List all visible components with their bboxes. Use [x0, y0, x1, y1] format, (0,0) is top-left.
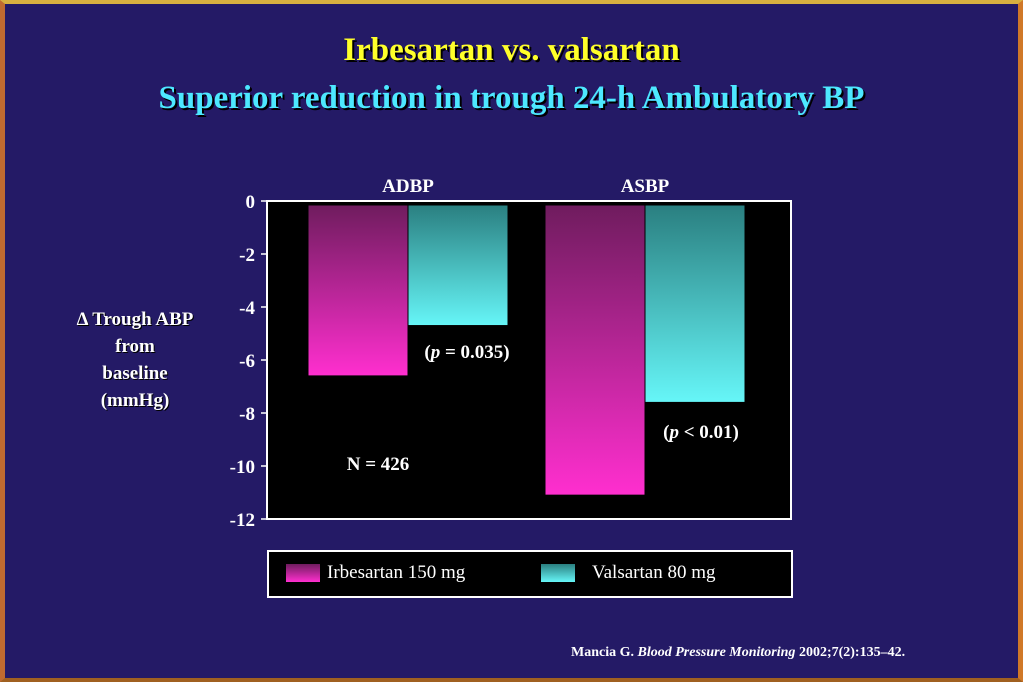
legend-label-valsartan: Valsartan 80 mg: [592, 562, 716, 583]
y-tick-label: -6: [239, 351, 255, 372]
category-label: ASBP: [621, 176, 670, 197]
citation-journal: Blood Pressure Monitoring: [637, 645, 796, 660]
p-value-adbp: (p = 0.035): [424, 342, 509, 363]
bar-valsartan-adbp: [407, 204, 509, 327]
y-axis-label-line: baseline: [102, 363, 168, 384]
legend-swatch-irbesartan: [286, 564, 320, 582]
chart-legend: Irbesartan 150 mg Valsartan 80 mg: [267, 550, 793, 598]
y-axis-label-line: Δ Trough ABP: [76, 309, 194, 330]
bar-irbesartan-asbp: [544, 204, 646, 496]
citation: Mancia G. Blood Pressure Monitoring 2002…: [571, 645, 905, 661]
y-tick-label: 0: [246, 192, 256, 213]
y-axis-label-line: (mmHg): [100, 390, 170, 411]
citation-ref: 2002;7(2):135–42.: [798, 645, 906, 660]
y-tick-label: -10: [230, 457, 255, 478]
bar-valsartan-asbp: [644, 204, 746, 403]
y-axis-label-line: from: [115, 336, 155, 357]
category-label: ADBP: [382, 176, 434, 197]
sample-size-label: N = 426: [347, 454, 410, 475]
y-tick-label: -4: [239, 298, 255, 319]
y-axis-label: Δ Trough ABP from baseline (mmHg): [45, 306, 225, 414]
legend-label-irbesartan: Irbesartan 150 mg: [327, 562, 466, 583]
citation-author: Mancia G.: [571, 645, 634, 660]
bar-chart: 0 -2 -4 -6 -8 -10 -12 ADBP ASBP (p = 0.035) (p < 0…: [230, 176, 792, 531]
legend-swatch-valsartan: [541, 564, 575, 582]
y-tick-label: -12: [230, 510, 255, 531]
bar-irbesartan-adbp: [307, 204, 409, 377]
slide-title: Irbesartan vs. valsartan: [343, 32, 680, 68]
y-tick-label: -8: [239, 404, 255, 425]
slide-subtitle: Superior reduction in trough 24-h Ambula…: [158, 80, 865, 116]
p-value-asbp: (p < 0.01): [663, 422, 739, 443]
y-tick-label: -2: [239, 245, 255, 266]
